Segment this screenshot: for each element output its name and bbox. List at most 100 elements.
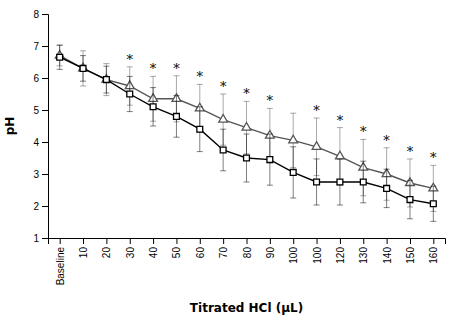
tick-label: 5 (33, 105, 39, 116)
marker (219, 114, 228, 122)
tick-label: 3 (33, 169, 39, 180)
tick: 2 (33, 201, 48, 212)
tick-label: 4 (33, 137, 39, 148)
tick-mark (363, 238, 364, 244)
tick-mark (42, 206, 48, 207)
tick-mark (42, 14, 48, 15)
annotation: * (337, 113, 344, 128)
tick-mark (223, 238, 224, 244)
series (55, 45, 438, 211)
tick-mark (176, 238, 177, 244)
tick-label: 160 (428, 247, 439, 264)
error-bar (220, 129, 226, 171)
marker (80, 65, 86, 71)
tick-mark (247, 238, 248, 244)
tick-mark (42, 46, 48, 47)
marks (55, 45, 438, 221)
error-bar (57, 45, 63, 69)
series (57, 45, 437, 221)
marker (289, 135, 298, 143)
error-bar (337, 159, 343, 205)
tick-label: 60 (195, 247, 206, 259)
tick-label: 100 (288, 247, 299, 264)
tick-label: 7 (33, 41, 39, 52)
annotation: * (407, 144, 414, 159)
tick: 150 (405, 238, 416, 264)
error-bar (360, 161, 366, 203)
error-bar (127, 76, 133, 111)
annotation: * (126, 52, 133, 67)
tick: 3 (33, 169, 48, 180)
tick: 5 (33, 105, 48, 116)
tick-label: 80 (242, 247, 253, 259)
chart: 12345678Baseline102030405060708090100100… (0, 0, 459, 320)
tick-mark (42, 142, 48, 143)
error-bar (267, 134, 273, 185)
error-bar (103, 66, 109, 93)
tick-mark (106, 238, 107, 244)
tick-label: 6 (33, 73, 39, 84)
annotation: * (430, 150, 437, 165)
tick: 10 (78, 238, 89, 258)
tick: 140 (382, 238, 393, 264)
tick-mark (42, 238, 48, 239)
tick-label: 150 (405, 247, 416, 264)
tick-label: 2 (33, 201, 39, 212)
x-axis: Baseline10203040506070809010010012013014… (49, 238, 446, 285)
tick: 100 (288, 238, 299, 264)
marker (242, 122, 251, 130)
tick-label: 30 (125, 247, 136, 259)
tick-label: 8 (33, 9, 39, 20)
tick-mark (42, 110, 48, 111)
tick-mark (340, 238, 341, 244)
tick: 8 (33, 9, 48, 20)
tick-mark (60, 238, 61, 244)
tick-mark (270, 238, 271, 244)
tick: 30 (125, 238, 136, 258)
line (60, 57, 434, 204)
error-bar (150, 88, 156, 126)
error-bar (430, 186, 436, 221)
tick-label: 50 (171, 247, 182, 259)
annotations: ************* (126, 52, 437, 166)
tick: 20 (101, 238, 112, 258)
tick-mark (200, 238, 201, 244)
error-bar (244, 134, 250, 182)
y-axis: 1 2 3 4 5 6 7 8 (33, 9, 48, 244)
tick: 60 (195, 238, 206, 258)
y-axis-title: pH (3, 117, 17, 136)
marker (174, 113, 180, 119)
annotation: * (383, 133, 390, 148)
tick: 160 (428, 238, 439, 264)
error-bar (80, 56, 86, 82)
axis-line (42, 15, 49, 239)
tick: 90 (265, 238, 276, 258)
marker (197, 126, 203, 132)
error-bar (103, 64, 109, 96)
marker (290, 169, 296, 175)
tick-label: 70 (218, 247, 229, 259)
tick-mark (387, 238, 388, 244)
tick: Baseline (55, 238, 66, 285)
tick-mark (42, 174, 48, 175)
tick: 7 (33, 41, 48, 52)
marker (384, 185, 390, 191)
tick-mark (130, 238, 131, 244)
annotation: * (360, 124, 367, 139)
tick-label: 40 (148, 247, 159, 259)
marker (314, 179, 320, 185)
error-bar (384, 169, 390, 207)
tick-mark (42, 78, 48, 79)
plot-area: 12345678Baseline102030405060708090100100… (33, 9, 445, 286)
axis-line (49, 239, 446, 245)
tick: 80 (242, 238, 253, 258)
tick-mark (153, 238, 154, 244)
tick-label: 1 (33, 233, 39, 244)
tick-mark (293, 238, 294, 244)
tick: 40 (148, 238, 159, 258)
error-bar (80, 51, 86, 86)
tick-label: 120 (335, 247, 346, 264)
marker (103, 77, 109, 83)
marker (312, 142, 321, 150)
tick-label: 130 (358, 247, 369, 264)
